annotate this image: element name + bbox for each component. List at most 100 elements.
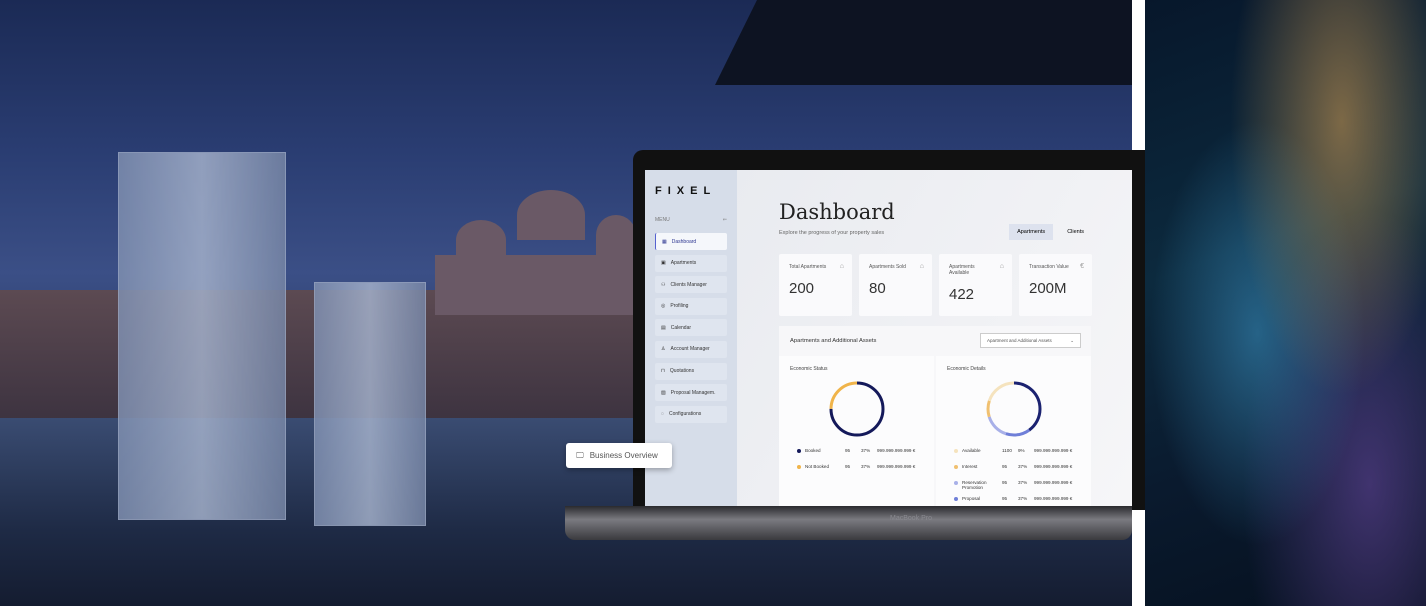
menu-label: MENU	[655, 217, 670, 223]
donut-chart	[986, 381, 1042, 437]
presentation-icon: 🖵	[576, 450, 584, 460]
collapse-icon[interactable]: ⇐	[722, 217, 727, 223]
business-overview-badge[interactable]: 🖵 Business Overview	[566, 443, 672, 468]
legend-value: 999.999.999.999 €	[1034, 464, 1073, 469]
glass-pillar	[118, 152, 286, 520]
assets-panel: Apartments and Additional Assets Apartme…	[779, 326, 1091, 506]
sidebar-item-quotations[interactable]: ⊓ Quotations	[655, 362, 727, 380]
dashboard-screen: FIXEL MENU ⇐ ▦ Dashboard ▣ Apartments ⚇ Client…	[645, 170, 1132, 506]
stat-value: 80	[869, 280, 886, 297]
sidebar-item-apartments[interactable]: ▣ Apartments	[655, 254, 727, 272]
roof-overhang	[715, 0, 1132, 85]
legend-dot	[954, 497, 958, 501]
legend-name: Reservation Promotion	[962, 480, 987, 490]
sidebar-item-label: Apartments	[670, 260, 697, 267]
stat-card: Apartments Sold ⌂ 80	[859, 254, 932, 316]
donut-segment	[829, 381, 885, 437]
stat-value: 200	[789, 280, 815, 297]
legend-value: 999.999.999.999 €	[1034, 480, 1073, 485]
glass-pillar	[314, 282, 426, 526]
legend-row: Reservation Promotion 95 37% 999.999.999.99…	[954, 480, 1084, 490]
sidebar-item-configurations[interactable]: ◌ Configurations	[655, 405, 727, 423]
legend-name: Interest	[962, 464, 978, 469]
dashboard-icon: ▦	[662, 238, 667, 245]
legend-pct: 37%	[1018, 496, 1028, 501]
legend-value: 999.999.999.999 €	[1034, 448, 1073, 453]
users-icon: ⚇	[661, 281, 666, 288]
dropdown-value: Apartment and Additional Assets	[987, 338, 1052, 343]
legend-count: 95	[1002, 464, 1008, 469]
legend-count: 1100	[1002, 448, 1012, 453]
stat-card: Transaction Value €200M	[1019, 254, 1092, 316]
sidebar-item-label: Configurations	[668, 411, 702, 418]
sidebar-item-account-manager[interactable]: ♙ Account Manager	[655, 340, 727, 358]
tab-apartments[interactable]: Apartments	[1009, 224, 1054, 240]
sidebar-item-dashboard[interactable]: ▦ Dashboard	[655, 233, 727, 250]
economic-status-card: Economic Status Booked 95 37% 999.999.999.99…	[779, 356, 934, 506]
user-icon: ♙	[661, 346, 666, 353]
brand-logo: FIXEL	[655, 185, 717, 197]
legend-dot	[797, 465, 801, 469]
settings-icon: ◌	[661, 411, 664, 418]
cathedral-dome	[517, 190, 585, 240]
sidebar-item-label: Dashboard	[671, 238, 697, 245]
economic-details-title: Economic Details	[947, 366, 986, 372]
legend-pct: 37%	[1018, 464, 1028, 469]
stat-label: Transaction Value	[1029, 264, 1069, 270]
sidebar-item-clients-manager[interactable]: ⚇ Clients Manager	[655, 276, 727, 294]
laptop-base: MacBook Pro	[565, 506, 1132, 540]
stat-label: Apartments Sold	[869, 264, 906, 270]
donut-segment	[986, 381, 1042, 437]
legend-name: Booked	[805, 448, 821, 453]
stat-value: 200M	[1029, 280, 1067, 297]
legend-name: Proposal	[962, 496, 981, 501]
legend-pct: 9%	[1018, 448, 1025, 453]
stat-value: 422	[949, 286, 975, 303]
legend-value: 999.999.999.999 €	[1034, 496, 1073, 501]
stat-card: Apartments Available ⌂ 422	[939, 254, 1012, 316]
legend-row: Not Booked 95 37% 999.999.999.999 €	[797, 464, 927, 469]
legend-row: Available 1100 9% 999.999.999.999 €	[954, 448, 1084, 453]
legend-row: Proposal 95 37% 999.999.999.999 €	[954, 496, 1084, 501]
cathedral-dome	[596, 215, 636, 255]
stat-label: Apartments Available	[949, 264, 975, 276]
legend-dot	[797, 449, 801, 453]
cathedral	[435, 255, 635, 315]
legend-name: Available	[962, 448, 981, 453]
sidebar-item-label: Proposal Managem.	[670, 389, 716, 396]
sidebar-item-label: Clients Manager	[670, 281, 707, 288]
legend-dot	[954, 465, 958, 469]
sidebar-item-label: Account Manager	[670, 346, 710, 353]
legend-count: 95	[1002, 480, 1008, 485]
lock-icon: ⊓	[661, 368, 665, 375]
home-icon: ⌂	[919, 263, 924, 270]
sidebar-item-profiling[interactable]: ◎ Profiling	[655, 297, 727, 315]
donut-chart	[829, 381, 885, 437]
calendar-icon: ▤	[661, 324, 666, 331]
legend-value: 999.999.999.999 €	[877, 448, 916, 453]
economic-details-card: Economic Details Available 1100 9% 999.999.9…	[936, 356, 1091, 506]
legend-dot	[954, 481, 958, 485]
legend-row: Interest 95 37% 999.999.999.999 €	[954, 464, 1084, 469]
cathedral-dome	[456, 220, 506, 260]
clipboard-icon: ▧	[661, 389, 666, 396]
chevron-down-icon: ⌄	[1070, 338, 1074, 343]
page-subtitle: Explore the progress of your property sa…	[779, 230, 885, 236]
donut-segment	[986, 381, 1042, 437]
legend-count: 95	[845, 464, 851, 469]
legend-pct: 37%	[861, 464, 871, 469]
main-content: Dashboard Explore the progress of your p…	[737, 170, 1132, 506]
sidebar-item-label: Calendar	[670, 324, 692, 331]
economic-status-title: Economic Status	[790, 366, 828, 372]
sidebar-item-proposal-managem-[interactable]: ▧ Proposal Managem.	[655, 384, 727, 402]
laptop-label: MacBook Pro	[890, 515, 933, 522]
panel-title: Apartments and Additional Assets	[790, 338, 877, 344]
sidebar-item-calendar[interactable]: ▤ Calendar	[655, 319, 727, 337]
sidebar-item-label: Profiling	[670, 303, 689, 310]
assets-dropdown[interactable]: Apartment and Additional Assets ⌄	[980, 333, 1081, 348]
tab-clients[interactable]: Clients	[1067, 229, 1084, 235]
legend-pct: 37%	[861, 448, 871, 453]
page-title: Dashboard	[779, 200, 895, 224]
euro-icon: €	[1080, 263, 1084, 270]
legend-count: 95	[1002, 496, 1008, 501]
